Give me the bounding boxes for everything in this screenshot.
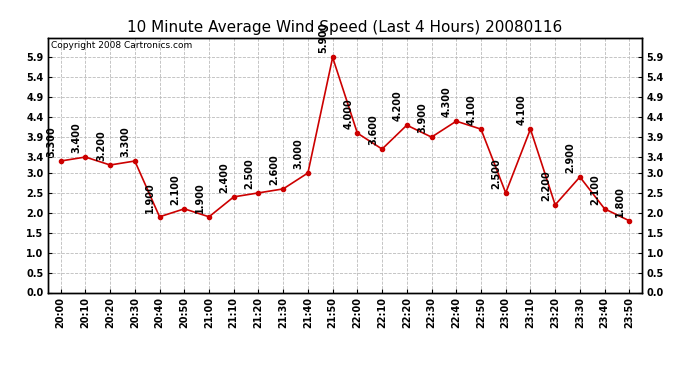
Text: 4.100: 4.100: [516, 94, 526, 125]
Text: 5.900: 5.900: [319, 22, 328, 53]
Text: 3.400: 3.400: [71, 122, 81, 153]
Text: 2.100: 2.100: [170, 174, 180, 205]
Text: 2.500: 2.500: [491, 158, 502, 189]
Text: 3.200: 3.200: [96, 130, 106, 161]
Text: 3.300: 3.300: [121, 126, 130, 157]
Text: 3.600: 3.600: [368, 114, 378, 145]
Text: 1.800: 1.800: [615, 186, 625, 217]
Text: 4.200: 4.200: [393, 90, 403, 121]
Text: 2.200: 2.200: [541, 170, 551, 201]
Text: 2.500: 2.500: [244, 158, 255, 189]
Text: 3.000: 3.000: [294, 138, 304, 169]
Text: 2.100: 2.100: [591, 174, 600, 205]
Text: Copyright 2008 Cartronics.com: Copyright 2008 Cartronics.com: [51, 41, 193, 50]
Text: 4.300: 4.300: [442, 86, 452, 117]
Text: 3.900: 3.900: [417, 102, 427, 133]
Text: 4.000: 4.000: [343, 98, 353, 129]
Text: 2.600: 2.600: [269, 154, 279, 185]
Text: 2.900: 2.900: [566, 142, 575, 173]
Title: 10 Minute Average Wind Speed (Last 4 Hours) 20080116: 10 Minute Average Wind Speed (Last 4 Hou…: [128, 20, 562, 35]
Text: 1.900: 1.900: [195, 182, 205, 213]
Text: 2.400: 2.400: [219, 162, 230, 193]
Text: 3.300: 3.300: [46, 126, 57, 157]
Text: 4.100: 4.100: [467, 94, 477, 125]
Text: 1.900: 1.900: [146, 182, 155, 213]
